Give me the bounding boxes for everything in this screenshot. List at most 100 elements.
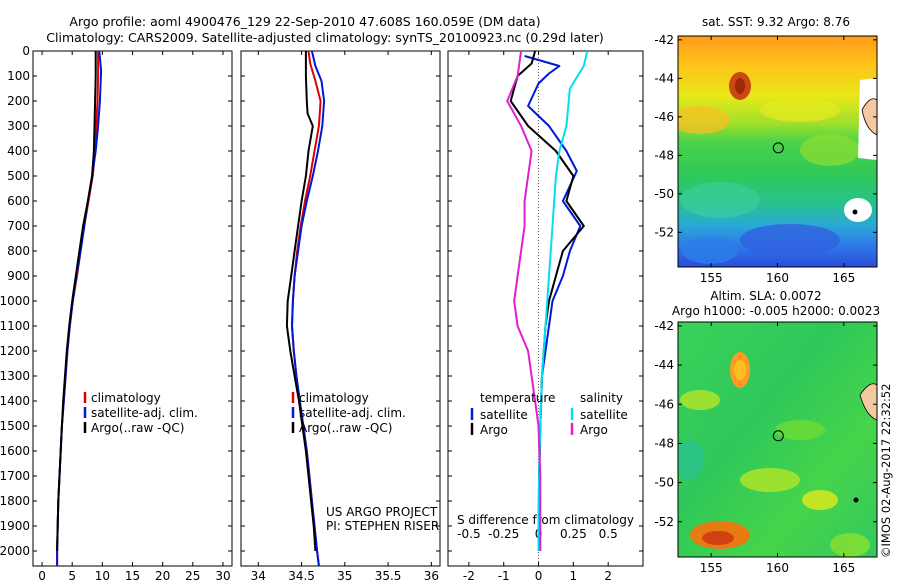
series-line-argo [285,51,317,552]
x-tick-label: 10 [95,569,110,580]
y-tick-label: 0 [22,44,30,58]
sla-map-subtitle: Argo h1000: -0.005 h2000: 0.0023 [672,304,880,318]
y-tick-label: 500 [7,169,30,183]
sst-map-ticks: 155 160 165 -42 -44 -46 -48 -50 -52 [654,33,877,285]
x-tick-label: 35 [337,569,352,580]
title-line-2: Climatology: CARS2009. Satellite-adjuste… [46,30,603,45]
map-y-tick-label: -42 [654,33,674,47]
y-tick-label: 1600 [0,444,30,458]
x-tick-label: 15 [125,569,140,580]
y-tick-label: 1800 [0,494,30,508]
y-tick-label: 1300 [0,369,30,383]
map-y-tick-label: -42 [654,319,674,333]
y-tick-label: 100 [7,69,30,83]
y-tick-label: 1200 [0,344,30,358]
legend-header: salinity [580,391,623,405]
x-tick-label: 34 [251,569,266,580]
x-tick-label: 30 [215,569,230,580]
map-y-tick-label: -46 [654,110,674,124]
sla-map-ticks: 155 160 165 -42 -44 -46 -48 -50 -52 [654,319,877,575]
x-tick-label: 36 [424,569,439,580]
argo-position-marker [772,142,784,154]
legend-header: temperature [480,391,555,405]
legend-label: Argo(..raw -QC) [299,421,392,435]
sla-map-field [678,322,877,557]
map-x-tick-label: 155 [700,561,723,575]
map-x-tick-label: 160 [766,271,789,285]
y-tick-label: 1900 [0,519,30,533]
x-tick-label: 5 [68,569,76,580]
x-tick-label: 35.5 [375,569,402,580]
map-y-tick-label: -52 [654,225,674,239]
y-tick-label: 1100 [0,319,30,333]
x-tick-label: 0 [38,569,46,580]
y-tick-label: 600 [7,194,30,208]
series-line-sal_argo [506,50,542,551]
sla-map-panel: Altim. SLA: 0.0072 Argo h1000: -0.005 h2… [654,289,880,575]
x-tick-label: 1 [570,569,578,580]
title-line-1: Argo profile: aoml 4900476_129 22-Sep-20… [69,14,540,29]
map-x-tick-label: 165 [832,561,855,575]
top-x-axis-label: S difference from climatology [457,513,634,527]
legend-label: climatology [91,391,161,405]
plot-frame [240,50,441,567]
map-y-tick-label: -48 [654,436,674,450]
credit-project: US ARGO PROJECT [326,505,438,519]
x-tick-label: 25 [185,569,200,580]
y-tick-label: 1400 [0,394,30,408]
y-tick-label: 1500 [0,419,30,433]
y-tick-label: 1000 [0,294,30,308]
y-tick-label: 900 [7,269,30,283]
legend-label: Argo [480,423,508,437]
map-y-tick-label: -46 [654,397,674,411]
x-tick-label: 20 [155,569,170,580]
x-tick-label: -2 [463,569,475,580]
series-line-argo [56,51,97,552]
figure-title: Argo profile: aoml 4900476_129 22-Sep-20… [46,14,603,45]
series-line-sal_satellite [537,50,589,551]
legend-label: satellite-adj. clim. [91,406,198,420]
map-y-tick-label: -52 [654,515,674,529]
y-tick-label: 800 [7,244,30,258]
sst-map-field [678,36,877,267]
map-x-tick-label: 160 [766,561,789,575]
x-tick-label: -1 [498,569,510,580]
map-y-tick-label: -48 [654,148,674,162]
plot-frame [447,50,644,567]
sst-map-panel: sat. SST: 9.32 Argo: 8.76 155 160 165 -42 -4… [654,15,878,285]
map-x-tick-label: 155 [700,271,723,285]
y-tick-label: 700 [7,219,30,233]
y-tick-label: 200 [7,94,30,108]
temperature-profile-panel: 051015202530temperature (deg C)010020030… [0,44,233,580]
legend-label: satellite [580,408,628,422]
legend-label: satellite [480,408,528,422]
argo-position-marker [772,430,784,442]
x-tick-label: 2 [604,569,612,580]
map-y-tick-label: -44 [654,71,674,85]
x-tick-label: 0 [535,569,543,580]
sst-map-title: sat. SST: 9.32 Argo: 8.76 [702,15,850,29]
salinity-profile-panel: 3434.53535.536salinityclimatologysatelli… [240,50,441,580]
x-tick-label: 34.5 [288,569,315,580]
credit-pi: PI: STEPHEN RISER [326,519,439,533]
map-y-tick-label: -50 [654,187,674,201]
difference-profile-panel: -2-1012T difference from climatology-0.5… [447,50,644,580]
top-x-tick-label: -0.25 [488,527,519,541]
imos-timestamp: ©IMOS 02-Aug-2017 22:32:52 [879,383,893,558]
y-tick-label: 400 [7,144,30,158]
map-y-tick-label: -44 [654,358,674,372]
legend-label: Argo [580,423,608,437]
legend-label: climatology [299,391,369,405]
y-tick-label: 300 [7,119,30,133]
y-tick-label: 2000 [0,544,30,558]
map-x-tick-label: 165 [832,271,855,285]
plot-frame [32,50,233,567]
sla-map-title: Altim. SLA: 0.0072 [710,289,821,303]
legend-label: satellite-adj. clim. [299,406,406,420]
top-x-tick-label: -0.5 [457,527,480,541]
legend-label: Argo(..raw -QC) [91,421,184,435]
map-y-tick-label: -50 [654,476,674,490]
top-x-tick-label: 0.25 [560,527,587,541]
top-x-tick-label: 0.5 [599,527,618,541]
